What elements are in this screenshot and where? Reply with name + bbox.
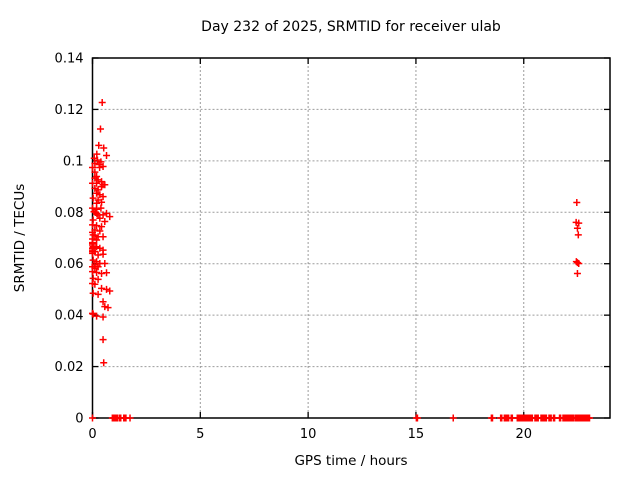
data-point: [575, 259, 583, 267]
data-point: [101, 303, 109, 311]
y-tick-label: 0.06: [55, 257, 84, 272]
data-point: [89, 164, 96, 172]
data-point: [103, 209, 111, 217]
plot-border: [91, 57, 611, 419]
data-point: [99, 211, 107, 219]
tick-marks-layer: [91, 57, 610, 419]
data-point: [101, 218, 109, 226]
data-point: [101, 259, 109, 267]
y-tick-label: 0.04: [55, 309, 84, 324]
data-point: [91, 159, 99, 167]
data-point: [99, 250, 107, 258]
data-point: [96, 214, 104, 222]
y-tick-label: 0.08: [55, 206, 84, 221]
data-point: [93, 236, 101, 244]
y-tick-label: 0.1: [63, 154, 84, 169]
data-point: [98, 284, 106, 292]
data-point: [97, 204, 105, 212]
x-tick-label: 20: [515, 427, 532, 442]
data-point: [94, 186, 102, 194]
data-point: [89, 179, 96, 187]
data-point: [89, 221, 96, 229]
data-point: [573, 269, 581, 277]
data-point: [488, 414, 496, 422]
y-axis-label: SRMTID / TECUs: [12, 184, 28, 292]
data-point: [93, 199, 101, 207]
data-point: [89, 289, 97, 297]
data-point: [91, 280, 99, 288]
data-point: [99, 313, 107, 321]
data-point: [106, 213, 114, 221]
data-point: [93, 243, 101, 251]
data-point: [573, 259, 581, 267]
data-point: [89, 268, 96, 276]
data-point: [93, 222, 101, 230]
data-point: [573, 199, 581, 207]
data-point: [91, 168, 99, 176]
y-tick-label: 0: [75, 412, 83, 427]
data-point: [104, 304, 112, 312]
y-tick-label: 0.14: [55, 52, 84, 67]
data-point: [575, 219, 583, 227]
data-point: [98, 98, 106, 106]
chart-title: Day 232 of 2025, SRMTID for receiver ula…: [201, 19, 501, 35]
data-point: [413, 414, 421, 422]
y-tick-labels: 0 0.02 0.04 0.06 0.08 0.1 0.12 0.14: [55, 52, 84, 427]
data-point: [93, 150, 101, 158]
data-point: [126, 414, 134, 422]
x-axis-label: GPS time / hours: [294, 453, 407, 469]
data-point: [99, 163, 107, 171]
data-point: [89, 194, 97, 202]
y-tick-label: 0.12: [55, 103, 84, 118]
data-point: [98, 223, 106, 231]
data-point: [93, 268, 101, 276]
data-point: [98, 269, 106, 277]
data-point: [99, 336, 107, 344]
data-point: [103, 285, 111, 293]
data-point: [573, 224, 581, 232]
data-point: [94, 275, 102, 283]
data-point: [99, 193, 107, 201]
data-point: [106, 287, 114, 295]
data-point: [586, 414, 594, 422]
data-point: [89, 414, 96, 422]
data-point: [93, 189, 101, 197]
data-point: [93, 312, 101, 320]
data-point: [96, 164, 104, 172]
data-point: [93, 209, 101, 217]
x-tick-label: 5: [196, 427, 204, 442]
points-layer: [89, 98, 594, 422]
data-point: [95, 141, 103, 149]
data-point: [91, 184, 99, 192]
data-point: [94, 290, 102, 298]
grid-layer: [92, 57, 610, 419]
data-point: [99, 298, 107, 306]
data-point: [89, 256, 97, 264]
x-tick-label: 15: [408, 427, 425, 442]
data-point: [99, 233, 107, 241]
data-point: [103, 269, 111, 277]
data-point: [98, 198, 106, 206]
data-point: [94, 251, 102, 259]
y-tick-label: 0.02: [55, 360, 84, 375]
data-point: [449, 414, 457, 422]
data-point: [103, 151, 111, 159]
data-point: [100, 359, 108, 367]
data-point: [98, 183, 106, 191]
data-point: [574, 231, 582, 239]
x-tick-labels: 0 5 10 15 20: [88, 427, 532, 442]
data-point: [96, 227, 104, 235]
data-point: [89, 249, 96, 257]
x-tick-label: 0: [88, 427, 96, 442]
data-point: [96, 125, 104, 133]
x-tick-label: 10: [300, 427, 317, 442]
data-point: [89, 204, 96, 212]
data-point: [100, 144, 108, 152]
